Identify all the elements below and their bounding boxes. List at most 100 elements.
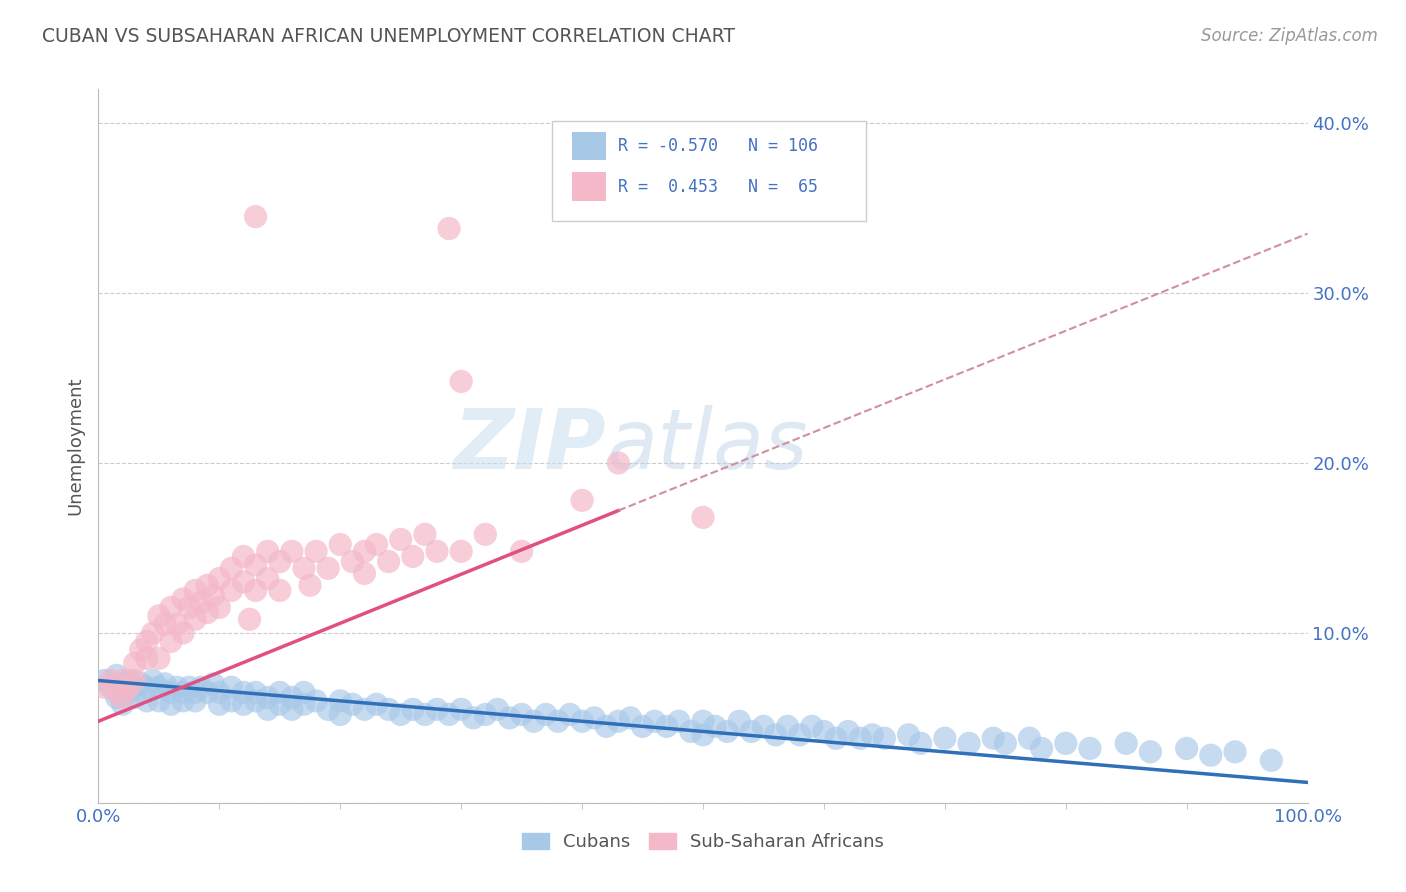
Point <box>752 719 775 733</box>
Point <box>631 719 654 733</box>
Point <box>1199 748 1222 763</box>
Point <box>281 544 304 558</box>
Point <box>366 537 388 551</box>
Point <box>510 707 533 722</box>
Point <box>740 724 762 739</box>
Point <box>644 714 666 729</box>
Point <box>776 719 799 733</box>
Point <box>105 668 128 682</box>
Point <box>269 583 291 598</box>
FancyBboxPatch shape <box>551 121 866 221</box>
Point <box>124 690 146 705</box>
Point <box>413 527 436 541</box>
Bar <box>572 132 606 161</box>
Text: R =  0.453   N =  65: R = 0.453 N = 65 <box>619 178 818 195</box>
Point <box>1031 741 1053 756</box>
Y-axis label: Unemployment: Unemployment <box>66 376 84 516</box>
Point <box>450 544 472 558</box>
Point <box>692 714 714 729</box>
Point <box>450 702 472 716</box>
Point <box>129 677 152 691</box>
Point <box>849 731 872 746</box>
Point <box>245 685 267 699</box>
Point <box>221 583 243 598</box>
Point <box>402 702 425 716</box>
Point <box>111 673 134 688</box>
Point <box>292 685 315 699</box>
Point <box>329 707 352 722</box>
Point <box>299 578 322 592</box>
Point <box>195 606 218 620</box>
Point <box>957 736 980 750</box>
Point <box>353 544 375 558</box>
Point <box>655 719 678 733</box>
Legend: Cubans, Sub-Saharan Africans: Cubans, Sub-Saharan Africans <box>515 825 891 858</box>
Point <box>142 626 165 640</box>
Point <box>668 714 690 729</box>
Point <box>679 724 702 739</box>
Point <box>172 685 194 699</box>
Point <box>728 714 751 729</box>
Point <box>402 549 425 564</box>
Point <box>316 561 339 575</box>
Point <box>523 714 546 729</box>
Point <box>105 690 128 705</box>
Point <box>547 714 569 729</box>
Point <box>190 595 212 609</box>
Point <box>571 714 593 729</box>
Point <box>583 711 606 725</box>
Point <box>172 694 194 708</box>
Point <box>981 731 1004 746</box>
Point <box>305 694 328 708</box>
Point <box>153 617 176 632</box>
Point <box>166 680 188 694</box>
Point <box>413 707 436 722</box>
Point <box>184 685 207 699</box>
Point <box>269 685 291 699</box>
Text: atlas: atlas <box>606 406 808 486</box>
Point <box>179 680 201 694</box>
Point <box>148 694 170 708</box>
Point <box>221 561 243 575</box>
Point <box>221 680 243 694</box>
Point <box>329 694 352 708</box>
Point <box>172 591 194 606</box>
Point <box>607 714 630 729</box>
Point <box>124 657 146 671</box>
Point <box>305 544 328 558</box>
Point <box>195 685 218 699</box>
Point <box>389 707 412 722</box>
Point <box>111 698 134 712</box>
Point <box>118 685 141 699</box>
Point <box>124 680 146 694</box>
Point <box>281 690 304 705</box>
Point <box>111 690 134 705</box>
Point <box>789 728 811 742</box>
Point <box>93 680 115 694</box>
Point <box>837 724 859 739</box>
Point <box>474 707 496 722</box>
Point <box>160 634 183 648</box>
Point <box>292 561 315 575</box>
Point <box>353 566 375 581</box>
Text: CUBAN VS SUBSAHARAN AFRICAN UNEMPLOYMENT CORRELATION CHART: CUBAN VS SUBSAHARAN AFRICAN UNEMPLOYMENT… <box>42 27 735 45</box>
Point <box>93 673 115 688</box>
Point <box>245 558 267 572</box>
Point <box>534 707 557 722</box>
Point <box>377 702 399 716</box>
Bar <box>572 172 606 201</box>
Point <box>389 533 412 547</box>
Point <box>994 736 1017 750</box>
Point <box>142 673 165 688</box>
Point <box>208 698 231 712</box>
Point <box>124 673 146 688</box>
Point <box>910 736 932 750</box>
Point <box>450 375 472 389</box>
Point <box>172 626 194 640</box>
Text: Source: ZipAtlas.com: Source: ZipAtlas.com <box>1201 27 1378 45</box>
Text: ZIP: ZIP <box>454 406 606 486</box>
Point <box>256 572 278 586</box>
Point <box>934 731 956 746</box>
Point <box>437 221 460 235</box>
Point <box>463 711 485 725</box>
